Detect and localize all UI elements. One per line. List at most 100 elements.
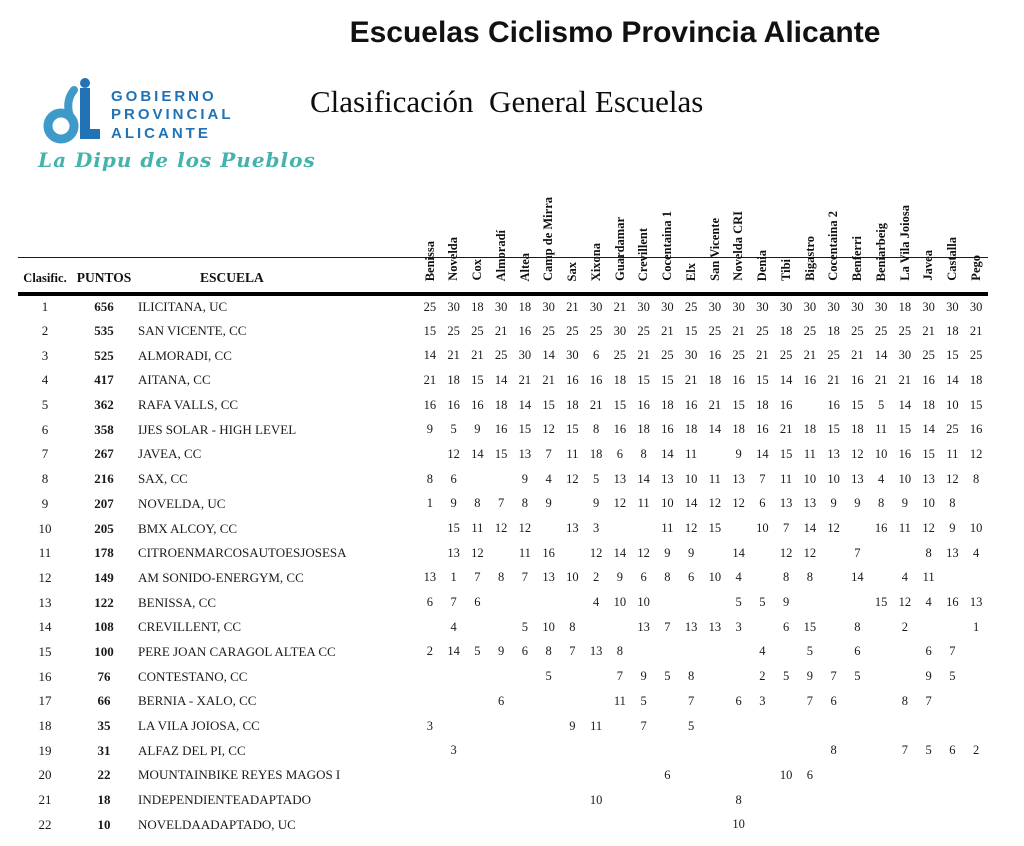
score-cell: 3 [593, 521, 600, 536]
score-cell [632, 516, 656, 541]
clasific-cell: 12 [38, 569, 52, 585]
score-cell [822, 615, 846, 640]
column-header-label: Castalla [945, 237, 960, 281]
score-cell: 9 [783, 595, 790, 610]
score-cell: 4 [735, 570, 742, 585]
column-header-label: Cox [470, 259, 485, 281]
score-cell: 11 [637, 496, 650, 511]
score-cell [584, 664, 608, 689]
score-cell: 25 [969, 348, 983, 363]
puntos-cell: 66 [97, 693, 111, 709]
score-cell: 30 [684, 348, 698, 363]
score-cell: 8 [593, 422, 600, 437]
puntos-cell: 108 [94, 619, 114, 635]
score-cell [917, 812, 941, 837]
score-cell: 14 [708, 422, 722, 437]
table-row: 16 76 CONTESTANO, CC 5 7 9 5 8 2 5 9 7 5 9 5 [18, 664, 988, 689]
puntos-cell: 149 [94, 569, 114, 585]
score-cell: 7 [925, 693, 932, 708]
table-row: 7 267 JAVEA, CC 12 14 15 13 7 11 18 6 8 14 11 9 14 15 11 1… [18, 442, 988, 467]
clasific-cell: 11 [38, 545, 52, 561]
score-cell: 13 [946, 545, 959, 560]
score-cell [869, 615, 893, 640]
score-cell: 15 [969, 397, 983, 412]
score-cell [466, 788, 490, 813]
score-cell: 25 [589, 323, 603, 338]
score-cell: 15 [423, 323, 437, 338]
score-cell: 6 [616, 446, 623, 461]
score-cell: 5 [593, 471, 600, 486]
score-cell: 8 [735, 792, 742, 807]
score-cell: 14 [922, 422, 935, 437]
score-cell: 4 [973, 545, 980, 560]
score-cell: 10 [613, 595, 627, 610]
score-cell [442, 763, 466, 788]
score-cell: 15 [613, 397, 627, 412]
score-cell [846, 714, 870, 739]
score-cell [941, 714, 965, 739]
score-cell [893, 664, 917, 689]
score-cell: 1 [973, 619, 980, 634]
score-cell: 12 [827, 521, 840, 536]
score-cell [489, 467, 513, 492]
score-cell: 12 [542, 422, 555, 437]
score-cell: 12 [946, 471, 959, 486]
score-cell [822, 812, 846, 837]
puntos-cell: 178 [94, 545, 114, 561]
score-cell [561, 763, 585, 788]
score-cell: 13 [613, 471, 627, 486]
puntos-cell: 535 [94, 323, 114, 339]
score-cell: 13 [423, 570, 437, 585]
puntos-cell: 18 [97, 792, 111, 808]
score-cell: 14 [637, 471, 650, 486]
score-cell: 25 [684, 299, 698, 314]
score-cell: 5 [640, 693, 647, 708]
puntos-cell: 35 [97, 718, 111, 734]
score-cell [941, 566, 965, 591]
score-cell [442, 714, 466, 739]
score-cell: 11 [708, 471, 721, 486]
score-cell [513, 812, 537, 837]
score-cell [893, 812, 917, 837]
table-row: 11 178 CITROENMARCOSAUTOESJOSESA 13 12 11 16 12… [18, 541, 988, 566]
score-cell [727, 640, 751, 665]
column-header-novelda: Novelda [441, 158, 466, 296]
score-cell [703, 442, 727, 467]
logo-org-line: GOBIERNO [111, 88, 217, 105]
score-cell [798, 812, 822, 837]
score-cell [798, 788, 822, 813]
puntos-cell: 216 [94, 471, 114, 487]
score-cell: 15 [779, 446, 793, 461]
score-cell [442, 788, 466, 813]
column-header-label: Altea [517, 252, 532, 281]
table-row: 14 108 CREVILLENT, CC 4 5 10 8 13 7 13 13 3 6 15 8 2 1 [18, 615, 988, 640]
score-cell: 21 [566, 299, 579, 314]
score-cell [798, 393, 822, 418]
score-cell [537, 590, 561, 615]
score-cell: 5 [878, 397, 885, 412]
score-cell [656, 738, 680, 763]
score-cell: 6 [688, 570, 695, 585]
score-cell [561, 738, 585, 763]
score-cell [656, 788, 680, 813]
escuela-cell: RAFA VALLS, CC [138, 397, 239, 413]
score-cell: 4 [759, 644, 766, 659]
score-cell: 15 [518, 422, 532, 437]
table-row: 9 207 NOVELDA, UC 1 9 8 7 8 9 9 12 11 10 14 12 12 6 13 13 9… [18, 492, 988, 517]
header-clasific: Clasific. [18, 158, 72, 296]
score-cell: 10 [589, 792, 603, 807]
column-header-xixona: Xixona [584, 158, 608, 296]
score-cell: 12 [708, 496, 722, 511]
column-header-castalla: Castalla [940, 158, 965, 296]
score-cell: 6 [593, 348, 600, 363]
score-cell: 15 [827, 422, 840, 437]
score-cell: 7 [783, 521, 790, 536]
score-cell [584, 689, 608, 714]
escuela-cell: BERNIA - XALO, CC [138, 693, 257, 709]
score-cell: 6 [450, 471, 457, 486]
score-cell [964, 763, 988, 788]
score-cell: 15 [661, 372, 674, 387]
puntos-cell: 362 [94, 397, 114, 413]
score-cell: 11 [922, 570, 935, 585]
